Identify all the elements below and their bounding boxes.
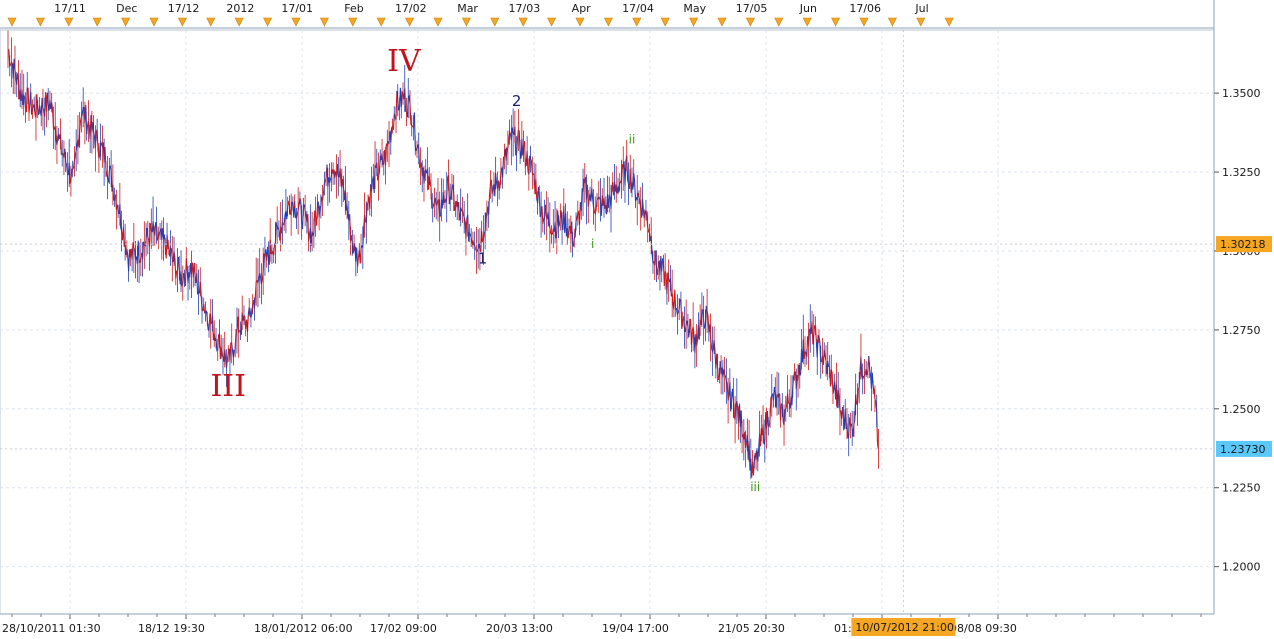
top-axis-marker: [348, 17, 358, 27]
price-marker-label: 1.30218: [1220, 238, 1266, 251]
y-tick-label: 1.2000: [1222, 561, 1261, 574]
x-tick-label: 20/03 13:00: [486, 622, 553, 635]
top-axis-marker: [547, 17, 557, 27]
cursor-time-badge: [851, 618, 956, 636]
wave-label: i: [591, 237, 594, 251]
top-axis-marker: [319, 17, 329, 27]
y-tick-label: 1.3250: [1222, 166, 1261, 179]
top-axis-label: 2012: [226, 2, 254, 15]
top-axis-label: 17/06: [849, 2, 881, 15]
top-axis-marker: [405, 17, 415, 27]
x-tick-label: 18/12 19:30: [138, 622, 205, 635]
top-axis-label: May: [683, 2, 706, 15]
y-tick-label: 1.2500: [1222, 403, 1261, 416]
top-axis-label: Jun: [799, 2, 817, 15]
top-axis-label: 17/05: [736, 2, 768, 15]
top-axis-label: Mar: [457, 2, 478, 15]
wave-label: 2: [512, 92, 522, 110]
wave-label: ii: [629, 133, 636, 147]
top-axis-label: Apr: [572, 2, 592, 15]
price-marker-label: 1.23730: [1220, 443, 1266, 456]
top-axis-marker: [121, 17, 131, 27]
wave-label: III: [210, 369, 246, 404]
top-axis-marker: [603, 17, 613, 27]
top-axis-marker: [490, 17, 500, 27]
cursor-time-label: 10/07/2012 21:00: [855, 621, 954, 634]
x-tick-label: 21/05 20:30: [718, 622, 785, 635]
top-axis-marker: [64, 17, 74, 27]
top-axis-label: 17/11: [54, 2, 86, 15]
top-axis-label: 17/01: [281, 2, 313, 15]
wave-label: 1: [478, 250, 488, 268]
wave-label: IV: [387, 44, 422, 79]
top-axis-marker: [745, 17, 755, 27]
top-axis-label: Jul: [914, 2, 928, 15]
top-axis-marker: [461, 17, 471, 27]
top-axis-marker: [35, 17, 45, 27]
top-axis-marker: [632, 17, 642, 27]
top-axis-marker: [802, 17, 812, 27]
top-axis-label: 17/04: [622, 2, 654, 15]
top-axis-marker: [376, 17, 386, 27]
y-tick-label: 1.2250: [1222, 482, 1261, 495]
wave-label: iii: [750, 480, 760, 494]
price-marker-badge: [1216, 440, 1272, 457]
top-axis-label: 17/03: [509, 2, 541, 15]
plot-area: [0, 29, 1215, 615]
top-axis-marker: [774, 17, 784, 27]
top-axis-marker: [518, 17, 528, 27]
top-axis-marker: [717, 17, 727, 27]
x-tick-label: 18/01/2012 06:00: [254, 622, 353, 635]
top-axis-label: Dec: [116, 2, 137, 15]
top-axis-marker: [291, 17, 301, 27]
y-tick-label: 1.2750: [1222, 324, 1261, 337]
top-axis-marker: [149, 17, 159, 27]
top-axis-label: Feb: [344, 2, 363, 15]
top-axis-label: 17/12: [168, 2, 200, 15]
top-axis-marker: [177, 17, 187, 27]
top-axis-marker: [887, 17, 897, 27]
top-axis-marker: [206, 17, 216, 27]
x-tick-label: 19/04 17:00: [602, 622, 669, 635]
top-axis-marker: [234, 17, 244, 27]
x-tick-label: 28/10/2011 01:30: [2, 622, 101, 635]
x-tick-label: 08/08 09:30: [950, 622, 1017, 635]
top-axis-marker: [575, 17, 585, 27]
y-tick-label: 1.3500: [1222, 87, 1261, 100]
top-axis-marker: [944, 17, 954, 27]
top-axis-marker: [92, 17, 102, 27]
top-axis-marker: [689, 17, 699, 27]
top-axis-marker: [859, 17, 869, 27]
top-axis-marker: [831, 17, 841, 27]
top-axis-marker: [660, 17, 670, 27]
top-axis-marker: [916, 17, 926, 27]
top-axis-marker: [263, 17, 273, 27]
top-axis-marker: [7, 17, 17, 27]
top-axis-label: 17/02: [395, 2, 427, 15]
top-axis-marker: [433, 17, 443, 27]
price-marker-badge: [1216, 236, 1272, 253]
x-tick-label: 17/02 09:00: [370, 622, 437, 635]
